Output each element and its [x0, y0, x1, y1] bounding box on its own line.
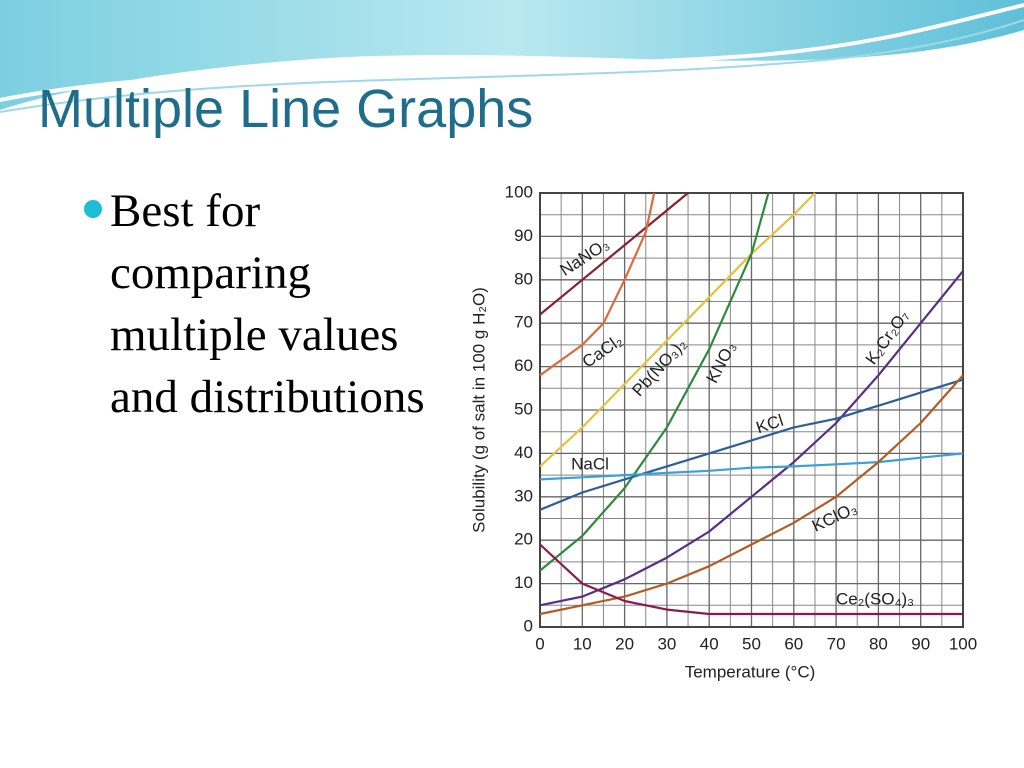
x-tick-label: 0 — [535, 634, 544, 653]
series-line — [539, 378, 964, 511]
y-tick-label: 60 — [514, 356, 533, 375]
wave-stroke — [0, 19, 1024, 113]
x-tick-label: 80 — [869, 634, 888, 653]
wave-stroke — [0, 3, 1024, 102]
x-tick-label: 50 — [742, 634, 761, 653]
series-line — [539, 270, 964, 607]
series-label: NaCl — [571, 454, 609, 473]
series-line — [539, 192, 816, 468]
series-label: Ce₂(SO₄)₃ — [836, 589, 914, 608]
header-wave — [0, 0, 1024, 110]
x-tick-label: 70 — [827, 634, 846, 653]
y-tick-label: 20 — [514, 530, 533, 549]
x-axis-label: Temperature (°C) — [685, 662, 816, 681]
x-tick-label: 60 — [784, 634, 803, 653]
series-line — [539, 543, 963, 616]
y-tick-label: 0 — [524, 616, 533, 635]
y-tick-label: 100 — [505, 182, 533, 201]
plot-frame — [539, 192, 964, 628]
x-tick-label: 100 — [949, 634, 977, 653]
series-line — [539, 374, 964, 616]
x-tick-label: 40 — [700, 634, 719, 653]
bullet-dot — [84, 200, 102, 218]
y-tick-label: 70 — [514, 313, 533, 332]
x-tick-label: 20 — [615, 634, 634, 653]
y-tick-label: 90 — [514, 226, 533, 245]
y-tick-label: 30 — [514, 486, 533, 505]
y-tick-label: 50 — [514, 399, 533, 418]
series-line — [539, 452, 964, 481]
series-line — [539, 192, 656, 377]
x-tick-label: 90 — [911, 634, 930, 653]
y-tick-label: 40 — [514, 443, 533, 462]
y-tick-label: 80 — [514, 269, 533, 288]
series-line — [539, 192, 770, 572]
x-tick-label: 30 — [657, 634, 676, 653]
slide-title: Multiple Line Graphs — [38, 79, 534, 139]
y-axis-label: Solubility (g of salt in 100 g H₂O) — [469, 287, 488, 533]
bullet-text: Best for comparing multiple values and d… — [110, 185, 425, 423]
x-tick-label: 10 — [573, 634, 592, 653]
y-tick-label: 10 — [514, 573, 533, 592]
series-line — [539, 192, 689, 316]
